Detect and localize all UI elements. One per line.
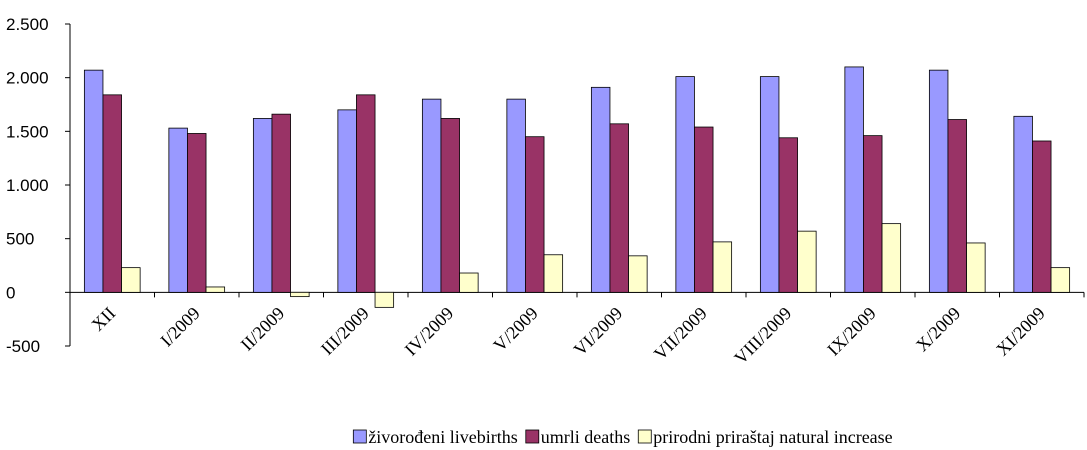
bar [694, 126, 714, 293]
bar [356, 94, 376, 293]
legend-label: umrli deaths [541, 427, 630, 447]
bar [168, 127, 188, 293]
bar [609, 123, 629, 293]
bar [187, 133, 207, 293]
bar [1013, 115, 1033, 293]
bar [421, 98, 442, 293]
x-tick-label: VI/2009 [570, 303, 627, 360]
bar [778, 137, 798, 293]
legend-label: živorođeni livebirths [368, 427, 517, 447]
bar [797, 230, 817, 293]
x-tick-label: I/2009 [156, 303, 203, 350]
bar [525, 136, 545, 293]
bar [928, 69, 949, 293]
bar [1050, 267, 1071, 293]
y-tick-label: -500 [6, 337, 40, 356]
legend-label: prirodni priraštaj natural increase [653, 427, 892, 447]
x-tick-label: V/2009 [489, 303, 541, 355]
x-tick-label: X/2009 [912, 303, 964, 355]
bar [759, 76, 780, 293]
bar [881, 223, 902, 293]
bar [440, 118, 460, 293]
bar [374, 291, 395, 308]
bar [271, 113, 291, 293]
bar [543, 254, 564, 293]
x-tick-label: III/2009 [317, 303, 373, 359]
legend-swatch [637, 429, 652, 444]
x-tick-label: XII [87, 303, 119, 335]
bar [628, 255, 648, 293]
bar [844, 66, 864, 293]
x-tick-label: VIII/2009 [730, 303, 795, 368]
bar [712, 241, 733, 293]
bar [83, 69, 104, 293]
bar [590, 86, 611, 293]
bar [337, 109, 357, 293]
legend: živorođeni livebirths umrli deaths prirodn… [352, 427, 893, 447]
y-tick-label: 2.000 [6, 69, 49, 88]
bar [863, 135, 883, 293]
bar [675, 76, 695, 293]
y-tick-label: 0 [6, 283, 15, 302]
y-tick-label: 1.000 [6, 176, 49, 195]
bar [1032, 140, 1052, 293]
y-tick-label: 500 [6, 230, 34, 249]
bar [459, 272, 479, 293]
y-tick-label: 2.500 [6, 15, 49, 34]
legend-swatch [525, 429, 540, 444]
x-tick-label: II/2009 [237, 303, 289, 355]
y-tick-label: 1.500 [6, 122, 49, 141]
bar [252, 118, 273, 293]
bar [506, 98, 526, 293]
bar [121, 267, 141, 293]
x-tick-label: XI/2009 [992, 303, 1049, 360]
bar [290, 291, 310, 298]
x-tick-label: IX/2009 [823, 303, 880, 360]
bar [966, 242, 986, 293]
x-tick-label: IV/2009 [401, 303, 458, 360]
bar [205, 286, 226, 293]
bar [947, 119, 967, 293]
x-tick-label: VII/2009 [650, 303, 711, 364]
legend-swatch [352, 429, 367, 444]
bar [102, 94, 122, 293]
